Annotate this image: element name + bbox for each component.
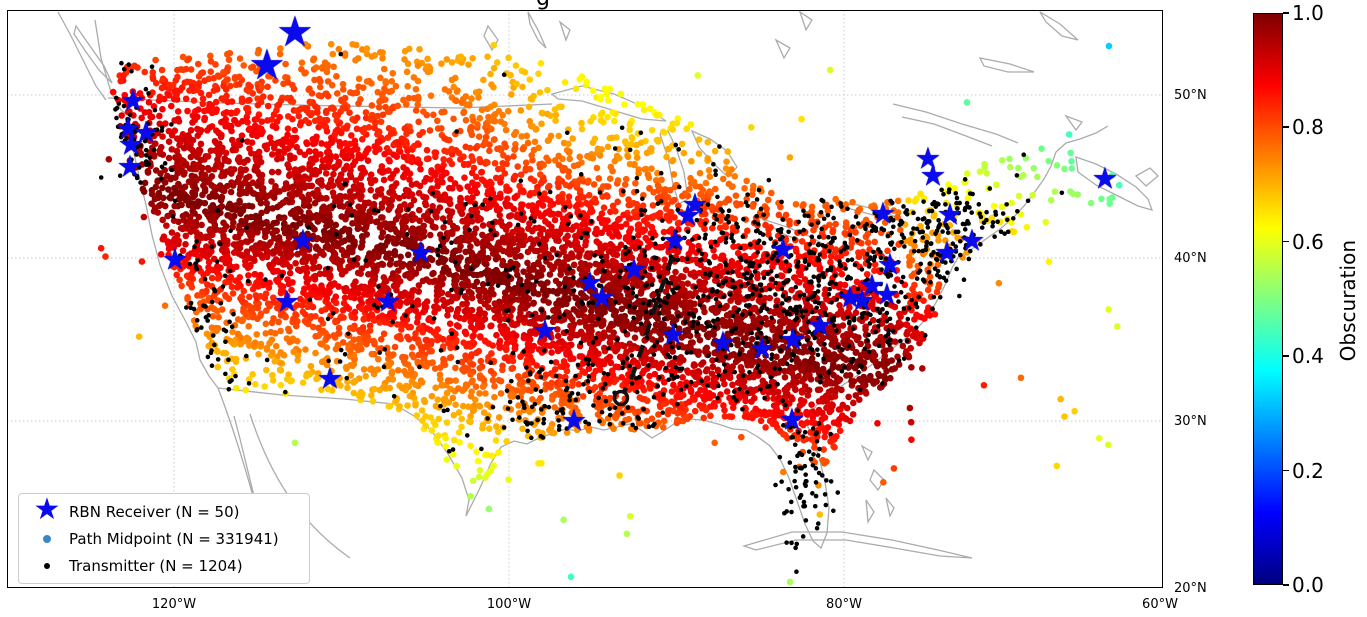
rbn-receiver-star-19: ★ [681, 187, 709, 223]
rbn-receiver-star-13: ★ [531, 313, 559, 349]
rbn-receiver-star-28: ★ [869, 196, 897, 232]
legend-transmitter-dot-icon [25, 562, 69, 569]
y-tick-label-2: 30°N [1174, 414, 1207, 429]
legend-row-transmitter: Transmitter (N = 1204) [25, 552, 303, 579]
rbn-receiver-star-31: ★ [919, 158, 947, 194]
rbn-receiver-star-12: ★ [407, 235, 435, 271]
rbn-receiver-star-17: ★ [661, 223, 689, 259]
colorbar-tick-label-5: 0.0 [1292, 573, 1324, 597]
rbn-receiver-star-25: ★ [836, 280, 864, 316]
legend-row-midpoint: Path Midpoint (N = 331941) [25, 525, 303, 552]
track-end-circle-marker [612, 389, 630, 407]
y-tick-label-1: 40°N [1174, 251, 1207, 266]
y-tick-label-0: 50°N [1174, 88, 1207, 103]
rbn-receiver-star-32: ★ [936, 197, 964, 233]
rbn-receiver-star-4: ★ [132, 115, 160, 151]
rbn-receiver-star-24: ★ [806, 308, 834, 344]
colorbar-tick-2 [1283, 240, 1289, 243]
rbn-receiver-star-30: ★ [914, 141, 942, 177]
rbn-receiver-star-29: ★ [876, 247, 904, 283]
x-tick-label-0: 120°W [151, 597, 197, 612]
rbn-receiver-star-37: ★ [1091, 161, 1119, 197]
colorbar-tick-5 [1283, 584, 1289, 586]
legend-midpoint-label: Path Midpoint (N = 331941) [69, 529, 279, 548]
colorbar-tick-label-1: 0.8 [1292, 115, 1324, 140]
colorbar-tick-label-4: 0.2 [1292, 458, 1324, 483]
rbn-receiver-star-5: ★ [117, 127, 145, 163]
colorbar [1253, 13, 1283, 585]
rbn-receiver-star-14: ★ [576, 265, 604, 301]
rbn-receiver-star-39: ★ [560, 403, 588, 439]
y-tick-label-3: 20°N [1174, 581, 1207, 596]
legend-midpoint-dot-icon [25, 534, 69, 543]
rbn-receiver-star-20: ★ [674, 198, 702, 234]
rbn-receiver-star-3: ★ [114, 111, 142, 147]
rbn-receiver-star-15: ★ [588, 280, 616, 316]
x-tick-label-3: 60°W [1142, 597, 1178, 612]
rbn-receiver-star-9: ★ [273, 284, 301, 320]
rbn-receiver-star-26: ★ [858, 268, 886, 304]
rbn-receiver-star-34: ★ [933, 235, 961, 271]
rbn-receiver-star-18: ★ [659, 317, 687, 353]
rbn-receiver-star-21: ★ [709, 325, 737, 361]
legend-transmitter-label: Transmitter (N = 1204) [69, 556, 243, 575]
x-tick-label-2: 80°W [826, 597, 862, 612]
colorbar-title: Obscuration [1336, 240, 1360, 362]
rbn-receiver-star-6: ★ [116, 149, 144, 185]
rbn-receiver-star-23: ★ [779, 322, 807, 358]
rbn-receiver-star-35: ★ [873, 277, 901, 313]
colorbar-tick-3 [1283, 355, 1289, 357]
colorbar-tick-label-3: 0.4 [1292, 344, 1324, 369]
colorbar-tick-1 [1283, 126, 1289, 128]
colorbar-tick-label-0: 1.0 [1292, 1, 1324, 25]
x-tick-label-1: 100°W [486, 597, 532, 612]
legend-receiver-label: RBN Receiver (N = 50) [69, 502, 240, 521]
rbn-receiver-star-8: ★ [289, 223, 317, 259]
rbn-receiver-star-38: ★ [778, 402, 806, 438]
rbn-receiver-star-10: ★ [374, 284, 402, 320]
rbn-receiver-star-33: ★ [958, 223, 986, 259]
rbn-receiver-star-1: ★ [248, 39, 286, 89]
legend-star-icon: ★ [33, 491, 61, 527]
dashed-track-line [621, 235, 682, 394]
colorbar-tick-label-2: 0.6 [1292, 229, 1324, 254]
map-legend: ★ RBN Receiver (N = 50) Path Midpoint (N… [18, 493, 310, 584]
rbn-receiver-star-2: ★ [119, 83, 147, 119]
rbn-receiver-star-11: ★ [316, 361, 344, 397]
rbn-receiver-star-36: ★ [848, 283, 876, 319]
rbn-receiver-star-27: ★ [769, 232, 797, 268]
rbn-receiver-star-16: ★ [620, 252, 648, 288]
rbn-receiver-star-22: ★ [748, 331, 776, 367]
colorbar-tick-4 [1283, 469, 1289, 472]
colorbar-tick-0 [1283, 12, 1289, 14]
legend-row-receiver: ★ RBN Receiver (N = 50) [25, 491, 303, 527]
rbn-receiver-star-0: ★ [276, 6, 314, 56]
rbn-receiver-star-7: ★ [161, 242, 189, 278]
